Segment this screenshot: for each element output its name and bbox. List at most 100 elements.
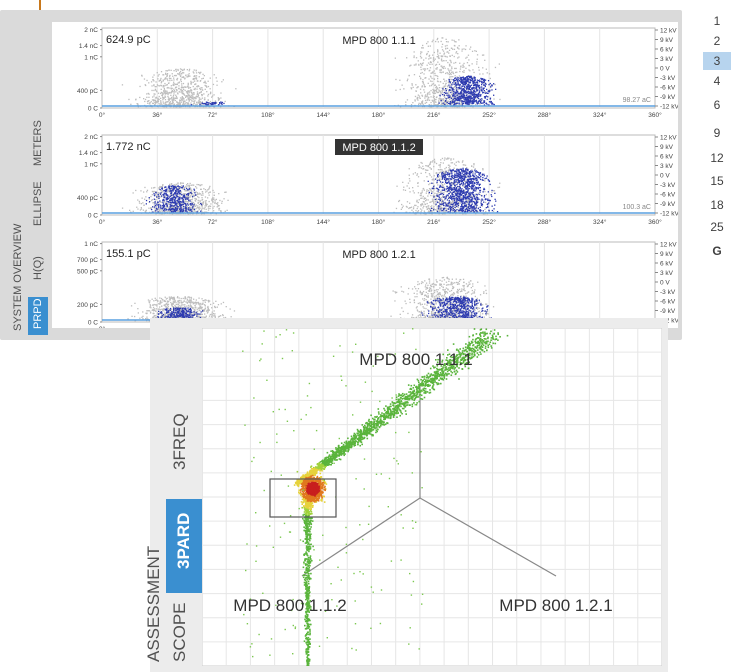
prpd-bg-dot [462,66,464,68]
prpd-bg-dot [204,206,206,209]
prpd-bg-dot [424,95,426,97]
prpd-dot [442,193,445,196]
prpd-bg-dot [177,199,179,201]
prpd-bg-dot [170,98,172,100]
prpd-dot [453,80,456,82]
prpd-dot [455,77,457,79]
prpd-dot [476,171,479,173]
prpd-dot [469,178,471,180]
prpd-bg-dot [460,100,462,103]
prpd-bg-dot [188,98,190,100]
prpd-bg-dot [224,100,226,103]
prpd-bg-dot [415,64,417,66]
prpd-dot [182,196,184,198]
prpd-bg-dot [128,98,130,101]
prpd-bg-dot [439,94,441,96]
prpd-bg-dot [404,189,407,191]
prpd-bg-dot [457,95,459,97]
prpd-dot [466,98,468,101]
prpd-bg-dot [167,86,169,89]
prpd-dot [473,96,475,98]
prpd-bg-dot [185,102,188,104]
tab-prpd[interactable]: PRPD [28,297,48,335]
prpd-bg-dot [197,92,199,95]
prpd-bg-dot [220,97,222,99]
prpd-dot [452,195,454,198]
prpd-dot [447,208,450,210]
prpd-dot [220,102,223,105]
prpd-bg-dot [433,51,435,54]
prpd-bg-dot [444,199,446,201]
prpd-bg-dot [190,184,193,186]
prpd-dot [467,189,469,192]
prpd-bg-dot [224,191,226,193]
prpd-bg-dot [444,45,447,47]
prpd-dot [489,82,491,85]
voltage-tick-label: -9 kV [660,201,676,208]
prpd-bg-dot [475,199,477,201]
prpd-bg-dot [167,98,170,101]
tab-meters[interactable]: METERS [32,120,44,166]
prpd-bg-dot [441,157,444,160]
prpd-bg-dot [159,185,161,188]
prpd-bg-dot [201,87,203,89]
prpd-dot [467,85,469,88]
prpd-bg-dot [451,211,453,213]
prpd-bg-dot [181,208,183,210]
prpd-bg-dot [465,95,467,97]
prpd-bg-dot [184,102,187,104]
prpd-bg-dot [475,103,477,106]
prpd-dot [468,172,470,174]
prpd-bg-dot [157,196,159,199]
prpd-bg-dot [439,164,441,166]
x-tick-label: 108° [261,218,275,226]
prpd-bg-dot [153,100,155,102]
prpd-bg-dot [172,84,174,86]
prpd-bg-dot [172,206,174,209]
prpd-bg-dot [218,205,220,207]
prpd-dot [446,190,449,192]
prpd-dot [458,177,461,179]
prpd-dot [451,198,453,201]
prpd-bg-dot [172,75,174,77]
tab-ellipse[interactable]: ELLIPSE [32,181,44,226]
prpd-dot [178,201,181,203]
prpd-bg-dot [426,95,428,97]
prpd-bg-dot [190,193,193,196]
prpd-bg-dot [435,197,438,200]
prpd-dot [470,93,473,95]
prpd-dot [158,197,160,200]
prpd-bg-dot [138,200,140,203]
prpd-dot [221,101,223,104]
prpd-dot [462,198,464,200]
prpd-dot [454,201,456,203]
tab-hq[interactable]: H(Q) [32,256,44,280]
prpd-bg-dot [433,158,436,160]
prpd-bg-dot [420,103,422,105]
prpd-dot [455,103,457,105]
prpd-bg-dot [468,104,470,106]
prpd-dot [467,168,469,171]
prpd-bg-dot [436,75,438,77]
prpd-dot [455,205,458,208]
prpd-dot [468,196,470,198]
prpd-dot [153,198,155,200]
prpd-dot [459,168,461,170]
prpd-bg-dot [194,78,196,80]
prpd-bg-dot [191,201,193,203]
prpd-dot [446,205,449,207]
prpd-bg-dot [420,53,422,55]
prpd-bg-dot [440,55,443,58]
prpd-bg-dot [177,188,179,190]
prpd-dot [478,172,480,174]
prpd-bg-dot [454,75,456,77]
prpd-dot [476,81,478,83]
prpd-bg-dot [177,211,179,213]
prpd-bg-dot [417,210,420,212]
prpd-dot [481,84,483,86]
prpd-bg-dot [399,79,401,81]
prpd-dot [466,172,468,174]
prpd-bg-dot [409,207,412,209]
prpd-bg-dot [450,159,452,161]
prpd-bg-dot [427,165,429,168]
